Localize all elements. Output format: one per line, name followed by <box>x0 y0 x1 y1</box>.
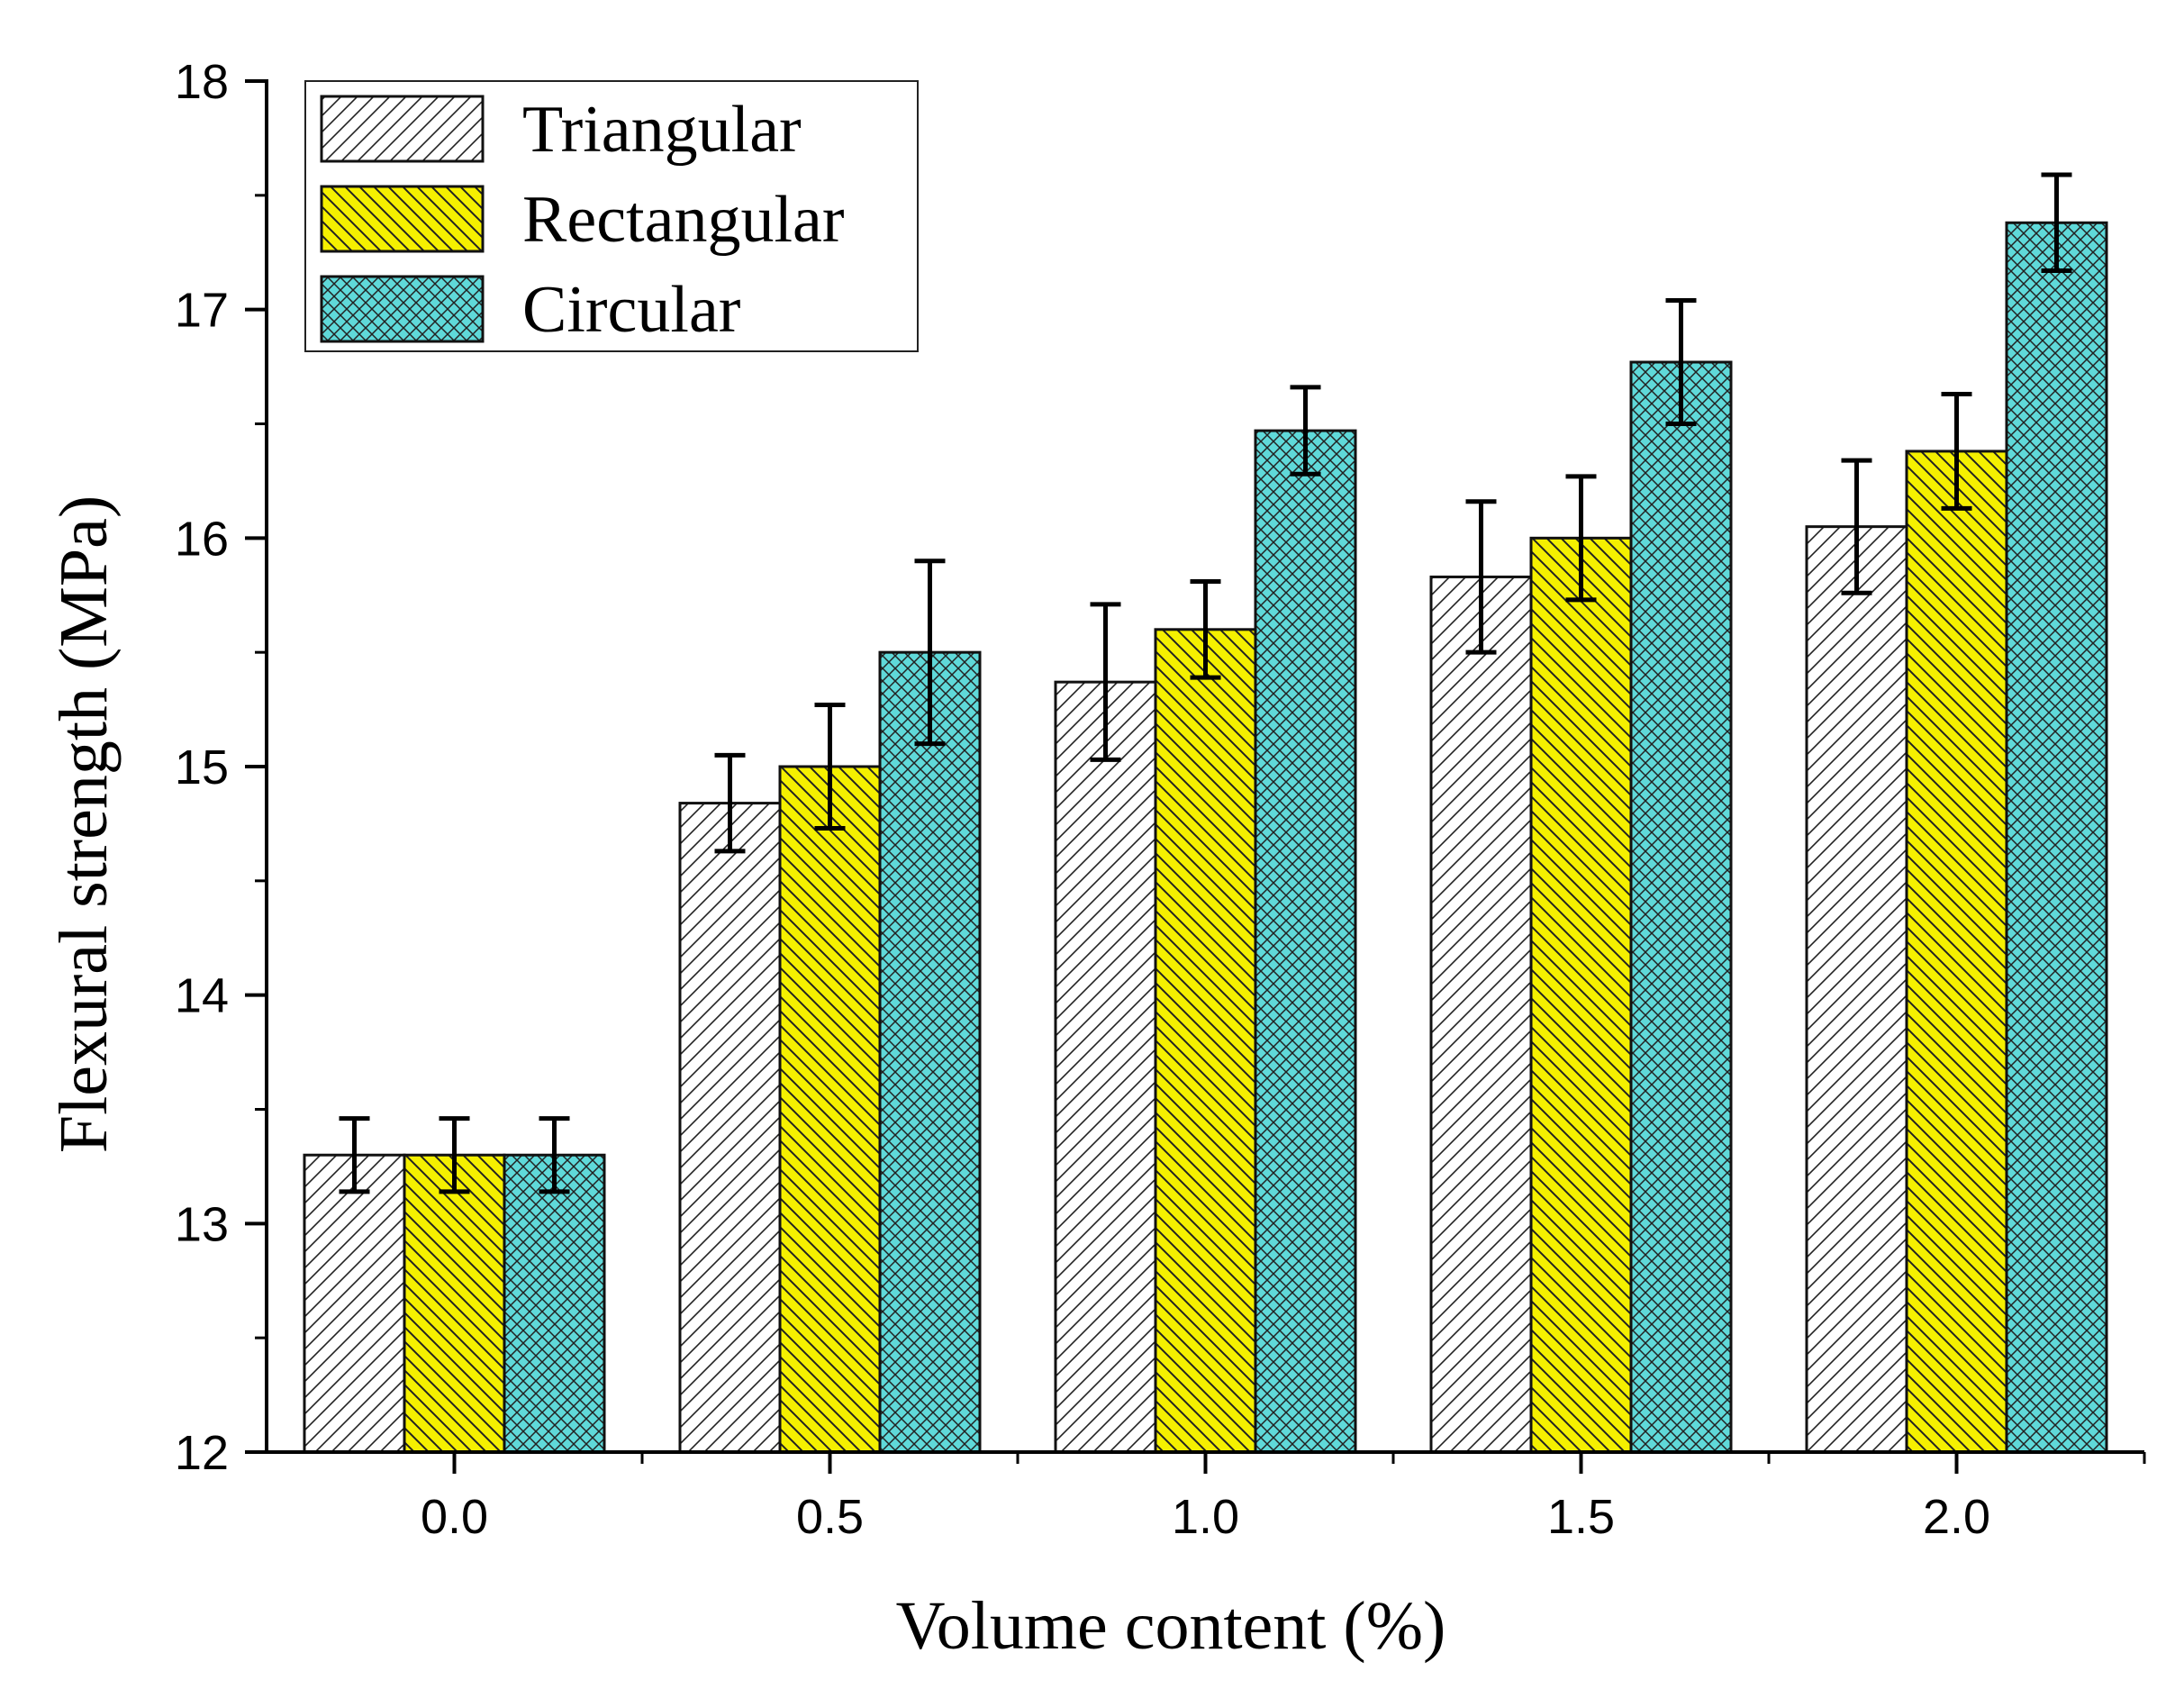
bar-circular-2.0 <box>2005 221 2108 1454</box>
y-tick-label-14: 14 <box>175 969 229 1023</box>
error-bar-rectangular-0.0 <box>439 1116 470 1194</box>
y-tick-label-17: 17 <box>175 284 229 338</box>
bar-rectangular-0.5 <box>778 765 882 1454</box>
error-bar-triangular-1.0 <box>1090 602 1121 762</box>
y-tick-label-16: 16 <box>175 512 229 566</box>
error-bar-triangular-1.5 <box>1465 499 1497 655</box>
bar-circular-0.0 <box>503 1153 606 1454</box>
x-tick-label-0.5: 0.5 <box>796 1490 864 1544</box>
error-bar-circular-1.5 <box>1665 298 1697 426</box>
legend-swatch-rectangular <box>320 185 485 253</box>
bar-rectangular-1.0 <box>1154 628 1257 1454</box>
x-tick-label-0.0: 0.0 <box>421 1490 488 1544</box>
legend-swatch-circular <box>320 275 485 343</box>
error-bar-rectangular-2.0 <box>1941 392 1972 511</box>
legend-label-triangular: Triangular <box>522 93 802 167</box>
bar-circular-1.5 <box>1629 360 1733 1454</box>
error-bar-triangular-0.0 <box>339 1116 370 1194</box>
error-bar-triangular-2.0 <box>1841 458 1872 595</box>
error-bar-rectangular-1.0 <box>1190 579 1221 680</box>
x-tick-label-1.0: 1.0 <box>1172 1490 1239 1544</box>
bar-rectangular-0.0 <box>403 1153 506 1454</box>
error-bar-circular-2.0 <box>2041 172 2072 274</box>
y-axis-title: Flexural strength (MPa) <box>46 495 122 1153</box>
legend-label-rectangular: Rectangular <box>522 183 845 257</box>
error-bar-circular-0.0 <box>539 1116 570 1194</box>
x-tick-label-1.5: 1.5 <box>1547 1490 1615 1544</box>
bars <box>303 221 2108 1454</box>
legend-swatch-triangular <box>320 95 485 163</box>
bar-circular-0.5 <box>878 650 982 1454</box>
error-bar-rectangular-1.5 <box>1565 474 1597 603</box>
bar-triangular-0.0 <box>303 1153 406 1454</box>
legend-label-circular: Circular <box>522 273 740 347</box>
error-bar-rectangular-0.5 <box>814 703 846 831</box>
y-tick-label-13: 13 <box>175 1197 229 1251</box>
error-bar-circular-0.5 <box>914 558 946 747</box>
bar-rectangular-1.5 <box>1529 536 1633 1454</box>
error-bar-circular-1.0 <box>1290 385 1321 477</box>
y-tick-label-12: 12 <box>175 1426 229 1480</box>
error-bars <box>339 172 2072 1194</box>
bar-rectangular-2.0 <box>1905 449 2008 1454</box>
x-axis-title: Volume content (%) <box>896 1588 1446 1664</box>
x-tick-label-2.0: 2.0 <box>1923 1490 1990 1544</box>
bar-triangular-2.0 <box>1805 525 1908 1454</box>
legend: Triangular Rectangular Circular <box>304 80 919 352</box>
error-bar-triangular-0.5 <box>714 752 746 854</box>
y-tick-label-18: 18 <box>175 55 229 109</box>
bar-triangular-1.0 <box>1054 680 1157 1454</box>
bar-triangular-0.5 <box>678 802 782 1454</box>
axes: 12 13 14 15 16 17 18 0.0 0.5 1.0 1.5 2.0 <box>175 55 2146 1544</box>
bar-circular-1.0 <box>1254 429 1357 1454</box>
bar-triangular-1.5 <box>1429 575 1533 1454</box>
y-tick-label-15: 15 <box>175 740 229 795</box>
